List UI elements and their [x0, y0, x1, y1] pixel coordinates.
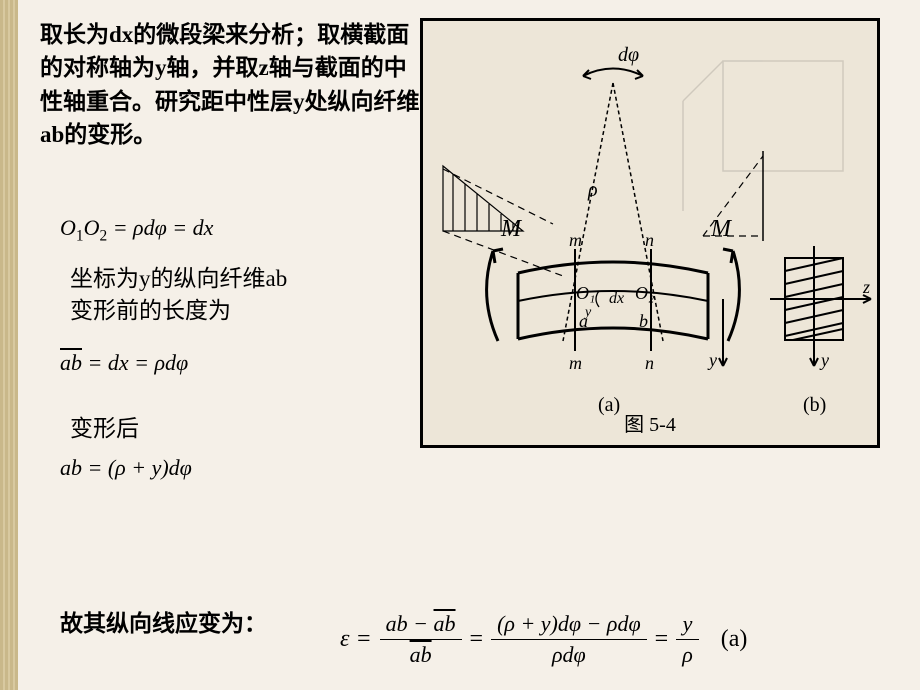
equation-1: O1O2 = ρdφ = dx: [60, 213, 213, 247]
label-n-top: n: [645, 230, 654, 250]
label-O2: O₂: [635, 283, 654, 303]
label-M-left: M: [500, 216, 523, 242]
label-m-top: m: [569, 230, 582, 250]
label-y-small: y: [583, 305, 592, 320]
label-b: b: [639, 311, 648, 331]
final-equation: ε = ab − ab ab = (ρ + y)dφ − ρdφ ρdφ = y…: [340, 611, 747, 668]
intro-paragraph: 取长为dx的微段梁来分析；取横截面的对称轴为y轴，并取z轴与截面的中性轴重合。研…: [40, 18, 420, 151]
final-label: 故其纵向线应变为：: [60, 604, 267, 638]
equation-2: ab = dx = ρdφ: [60, 348, 188, 379]
label-z: z: [862, 277, 870, 297]
paragraph-2: 坐标为y的纵向纤维ab 变形前的长度为: [70, 263, 287, 327]
figure-svg: dφ ρ: [423, 21, 877, 441]
label-m-bot: m: [569, 353, 582, 373]
label-dphi: dφ: [618, 44, 639, 66]
label-y-a: y: [707, 350, 717, 370]
label-M-right: M: [710, 216, 733, 242]
equation-3: ab = (ρ + y)dφ: [60, 453, 192, 484]
label-O1: O₁: [576, 283, 595, 303]
paragraph-3: 变形后: [70, 413, 139, 445]
label-rho: ρ: [587, 179, 598, 201]
label-n-bot: n: [645, 353, 654, 373]
label-dx: dx: [609, 290, 624, 307]
figure-5-4: dφ ρ: [420, 18, 880, 448]
figure-caption: 图 5-4: [423, 408, 877, 437]
label-y: y: [819, 350, 829, 370]
